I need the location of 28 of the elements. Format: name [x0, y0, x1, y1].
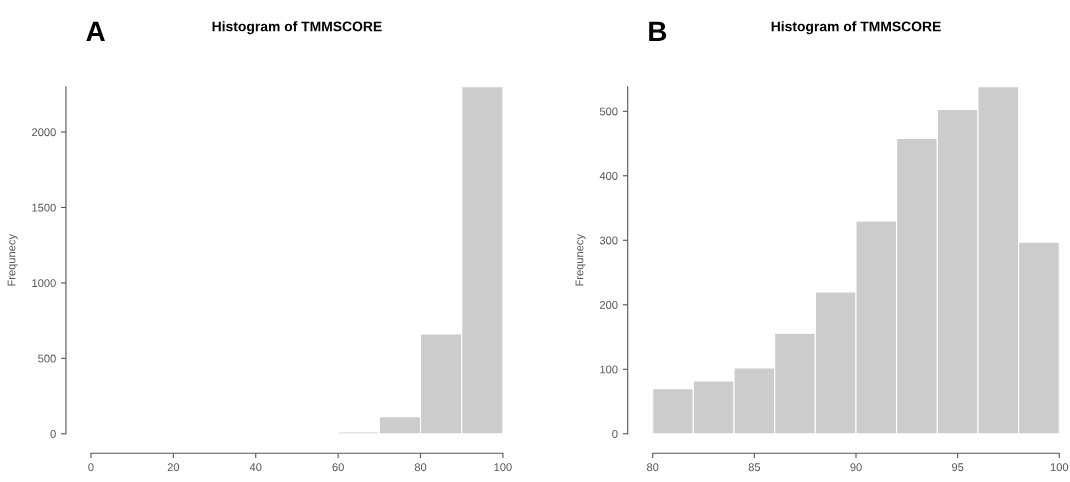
chart-title: Histogram of TMMSCORE [771, 21, 941, 35]
y-tick-label: 2000 [32, 128, 56, 137]
x-tick-label: 100 [1050, 463, 1069, 472]
text: A [86, 21, 105, 41]
y-tick-label: 0 [50, 430, 56, 438]
y-tick-label: 300 [599, 236, 618, 245]
x-tick-label: 85 [748, 463, 761, 472]
chart-title: Histogram of TMMSCORE [212, 21, 382, 35]
x-tick-label: 100 [494, 463, 512, 472]
x-tick-label: 40 [249, 463, 262, 472]
x-tick-label: 20 [167, 463, 180, 472]
x-tick-label: 80 [647, 463, 659, 472]
y-tick-label: 0 [612, 430, 618, 438]
x-tick-label: 0 [88, 463, 94, 472]
x-tick-label: 60 [332, 463, 344, 472]
y-tick-label: 500 [599, 107, 618, 116]
text: B [649, 21, 667, 41]
y-tick-label: 1000 [32, 279, 56, 288]
y-tick-label: 400 [599, 172, 618, 180]
x-tick-label: 80 [414, 463, 427, 472]
y-axis-title: Frequnecy [575, 234, 586, 286]
y-tick-label: 100 [600, 365, 618, 374]
x-tick-label: 95 [951, 463, 964, 472]
x-tick-label: 90 [850, 463, 862, 472]
y-tick-label: 500 [38, 354, 56, 363]
y-axis-title: Frequnecy [7, 234, 18, 286]
y-tick-label: 1500 [32, 203, 56, 212]
y-tick-label: 200 [600, 301, 618, 309]
